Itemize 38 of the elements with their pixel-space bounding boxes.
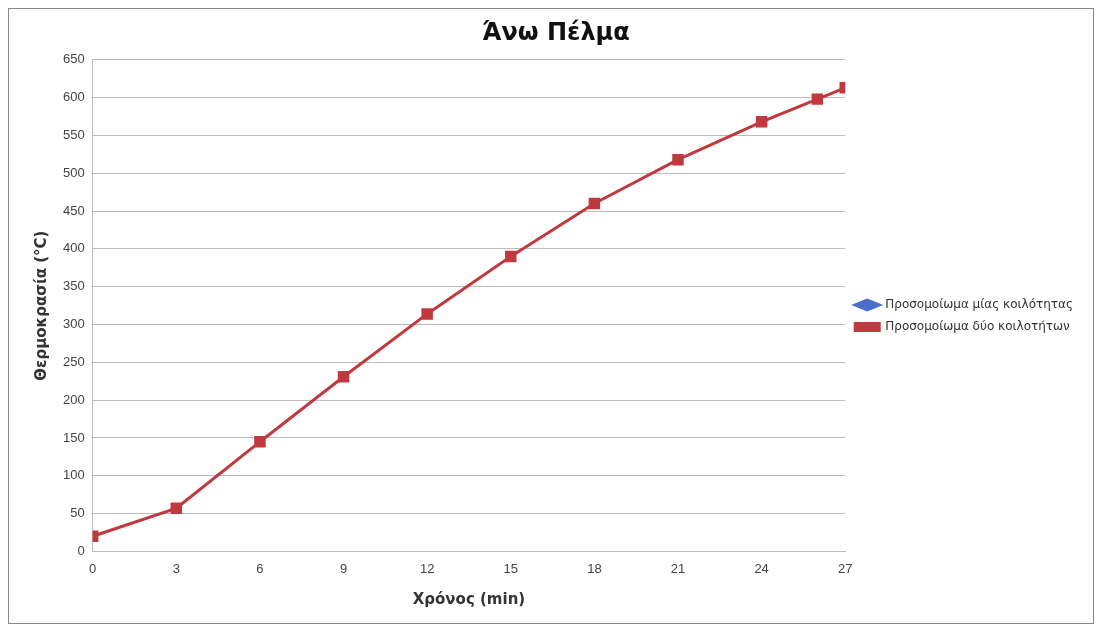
- point: [811, 93, 824, 105]
- x-axis-title: Χρόνος (min): [412, 589, 526, 608]
- point: [254, 435, 266, 448]
- x-tick-label: 9: [339, 560, 348, 576]
- x-tick-label: 27: [838, 560, 853, 576]
- y-tick-label: 0: [77, 542, 85, 558]
- x-tick-label: 15: [503, 560, 519, 576]
- y-tick-label: 50: [70, 505, 85, 521]
- x-tick-label: 21: [670, 560, 686, 576]
- point: [755, 116, 768, 128]
- y-axis-title: Θερμοκρασία (°C): [31, 230, 50, 381]
- x-tick-label: 18: [587, 560, 602, 576]
- y-tick-label: 100: [62, 467, 85, 483]
- y-tick-label: 600: [62, 89, 85, 105]
- point: [588, 197, 601, 210]
- y-tick-label: 550: [62, 127, 85, 143]
- y-tick-label: 250: [62, 353, 85, 369]
- point: [337, 370, 350, 383]
- y-tick-label: 200: [62, 391, 85, 407]
- legend-label: Προσομοίωμα δύο κοιλοτήτων: [885, 319, 1071, 334]
- y-tick-label: 300: [62, 316, 85, 332]
- y-tick-label: 450: [62, 202, 85, 218]
- point: [421, 308, 433, 320]
- x-tick-label: 3: [172, 560, 180, 576]
- point: [672, 153, 684, 166]
- x-tick-label: 24: [754, 560, 769, 576]
- x-tick-label: 12: [419, 560, 435, 576]
- legend-label: Προσομοίωμα μίας κοιλότητας: [885, 297, 1073, 312]
- y-tick-label: 150: [62, 429, 85, 445]
- y-tick-label: 500: [62, 164, 85, 180]
- y-tick-label: 650: [62, 51, 85, 67]
- point: [170, 502, 183, 515]
- chart-title: Άνω Πέλμα: [482, 17, 630, 46]
- y-tick-label: 350: [62, 278, 85, 294]
- x-tick-label: 0: [89, 560, 97, 576]
- x-tick-label: 6: [256, 560, 264, 576]
- point: [505, 250, 517, 263]
- y-tick-label: 400: [62, 240, 85, 256]
